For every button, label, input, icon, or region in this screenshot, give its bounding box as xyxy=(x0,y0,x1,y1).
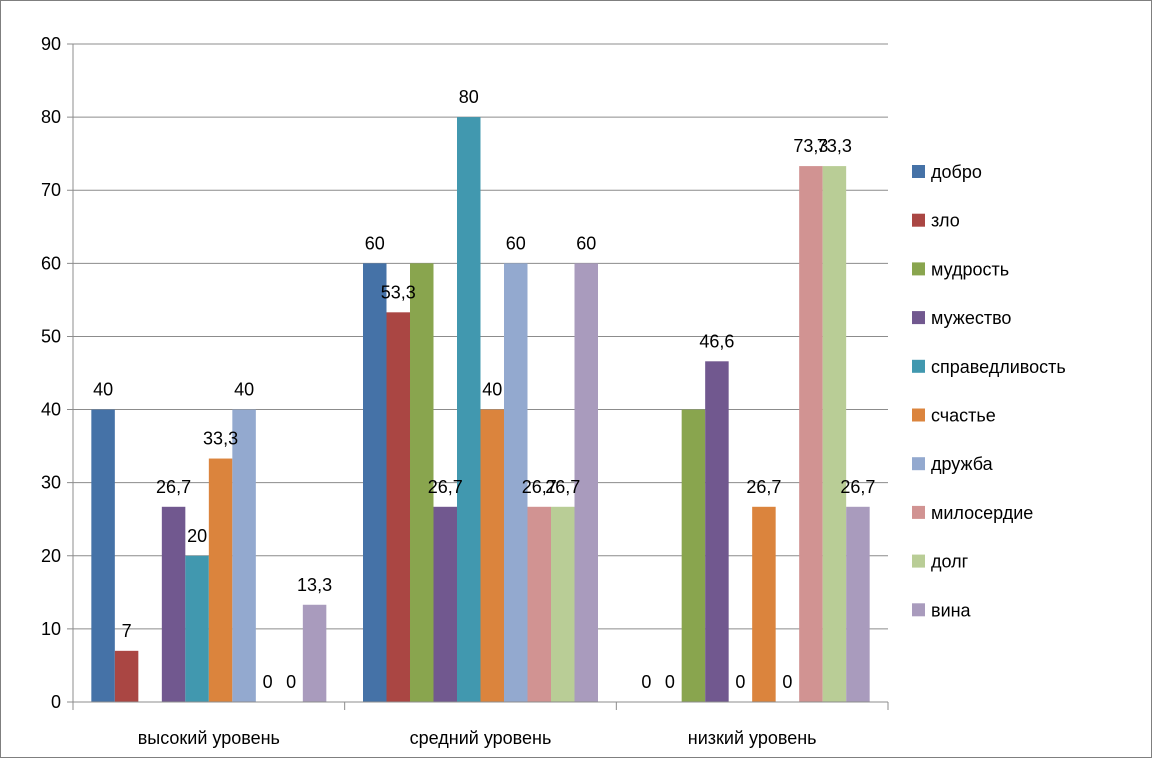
data-label: 26,7 xyxy=(840,477,875,497)
data-label: 73,3 xyxy=(793,136,828,156)
legend-swatch-мудрость xyxy=(912,262,925,276)
bar-мужество xyxy=(433,506,457,702)
legend-label: добро xyxy=(931,162,982,182)
bar-долг xyxy=(551,506,575,702)
data-label: 60 xyxy=(506,233,526,253)
x-category-label: высокий уровень xyxy=(138,728,280,748)
data-label: 80 xyxy=(459,87,479,107)
bar-добро xyxy=(91,409,115,702)
legend-label: мудрость xyxy=(931,259,1009,279)
y-tick-label: 20 xyxy=(41,546,61,566)
bar-добро xyxy=(363,263,387,702)
bar-зло xyxy=(386,312,410,702)
data-label: 26,7 xyxy=(545,477,580,497)
bars xyxy=(91,117,870,703)
x-category-label: средний уровень xyxy=(410,728,552,748)
bar-счастье xyxy=(480,409,504,702)
bar-долг xyxy=(822,166,847,702)
data-label: 26,7 xyxy=(156,477,191,497)
legend-swatch-вина xyxy=(912,603,925,617)
data-label: 40 xyxy=(93,380,113,400)
data-label: 60 xyxy=(576,233,596,253)
legend-swatch-дружба xyxy=(912,457,925,471)
data-label: 20 xyxy=(187,526,207,546)
y-tick-label: 80 xyxy=(41,107,61,127)
data-label: 40 xyxy=(234,380,254,400)
y-tick-label: 90 xyxy=(41,34,61,54)
legend-swatch-счастье xyxy=(912,408,925,422)
data-label: 40 xyxy=(482,380,502,400)
bar-счастье xyxy=(208,458,233,702)
bar-милосердие xyxy=(799,166,823,702)
legend-swatch-добро xyxy=(912,165,925,178)
gridlines xyxy=(67,43,888,630)
legend-label: вина xyxy=(931,600,972,620)
legend-swatch-милосердие xyxy=(912,505,925,519)
y-tick-label: 60 xyxy=(41,253,61,273)
bar-мужество xyxy=(161,506,186,702)
axes xyxy=(67,44,889,710)
bar-зло xyxy=(114,650,139,702)
bar-вина xyxy=(574,263,598,702)
data-label: 73,3 xyxy=(817,136,852,156)
y-tick-label: 40 xyxy=(41,400,61,420)
data-label: 13,3 xyxy=(297,575,332,595)
legend-label: справедливость xyxy=(931,357,1066,377)
legend-label: милосердие xyxy=(931,503,1033,523)
data-label: 0 xyxy=(286,672,296,692)
data-label: 33,3 xyxy=(203,429,238,449)
bar-дружба xyxy=(232,409,256,702)
data-label: 0 xyxy=(641,672,651,692)
y-tick-label: 30 xyxy=(41,473,61,493)
y-tick-label: 70 xyxy=(41,180,61,200)
legend: добро зло мудрость мужество справедливость сч… xyxy=(912,162,1066,620)
legend-swatch-справедливость xyxy=(912,359,925,373)
legend-label: долг xyxy=(931,552,969,572)
x-axis-categories: высокий уровень средний уровень низкий уро… xyxy=(138,728,817,748)
bar-мудрость xyxy=(681,409,706,702)
data-label: 7 xyxy=(122,621,132,641)
y-tick-label: 50 xyxy=(41,326,61,346)
bar-вина xyxy=(302,604,327,702)
data-label: 60 xyxy=(365,233,385,253)
data-label: 0 xyxy=(782,672,792,692)
legend-swatch-мужество xyxy=(912,311,925,325)
bar-вина xyxy=(846,506,870,702)
data-label: 26,7 xyxy=(746,477,781,497)
bar-справедливость xyxy=(457,117,481,703)
data-label: 26,7 xyxy=(522,477,557,497)
legend-label: зло xyxy=(931,211,960,231)
bar-мудрость xyxy=(410,263,434,702)
legend-label: мужество xyxy=(931,308,1011,328)
bar-счастье xyxy=(752,506,776,702)
bar-милосердие xyxy=(527,506,551,702)
bar-дружба xyxy=(504,263,528,702)
data-label: 0 xyxy=(263,672,273,692)
legend-swatch-зло xyxy=(912,213,925,227)
bar-справедливость xyxy=(185,555,209,702)
legend-swatch-долг xyxy=(912,554,925,568)
legend-label: дружба xyxy=(931,454,994,474)
x-category-label: низкий уровень xyxy=(688,728,817,748)
data-label: 0 xyxy=(665,672,675,692)
data-label: 46,6 xyxy=(699,331,734,351)
data-label: 26,7 xyxy=(428,477,463,497)
bar-мужество xyxy=(705,361,729,702)
y-tick-label: 10 xyxy=(41,619,61,639)
y-axis-ticks: 0 10 20 30 40 50 60 70 80 90 xyxy=(41,34,61,712)
legend-label: счастье xyxy=(931,406,996,426)
y-tick-label: 0 xyxy=(51,692,61,712)
data-label: 53,3 xyxy=(381,282,416,302)
data-label: 0 xyxy=(735,672,745,692)
